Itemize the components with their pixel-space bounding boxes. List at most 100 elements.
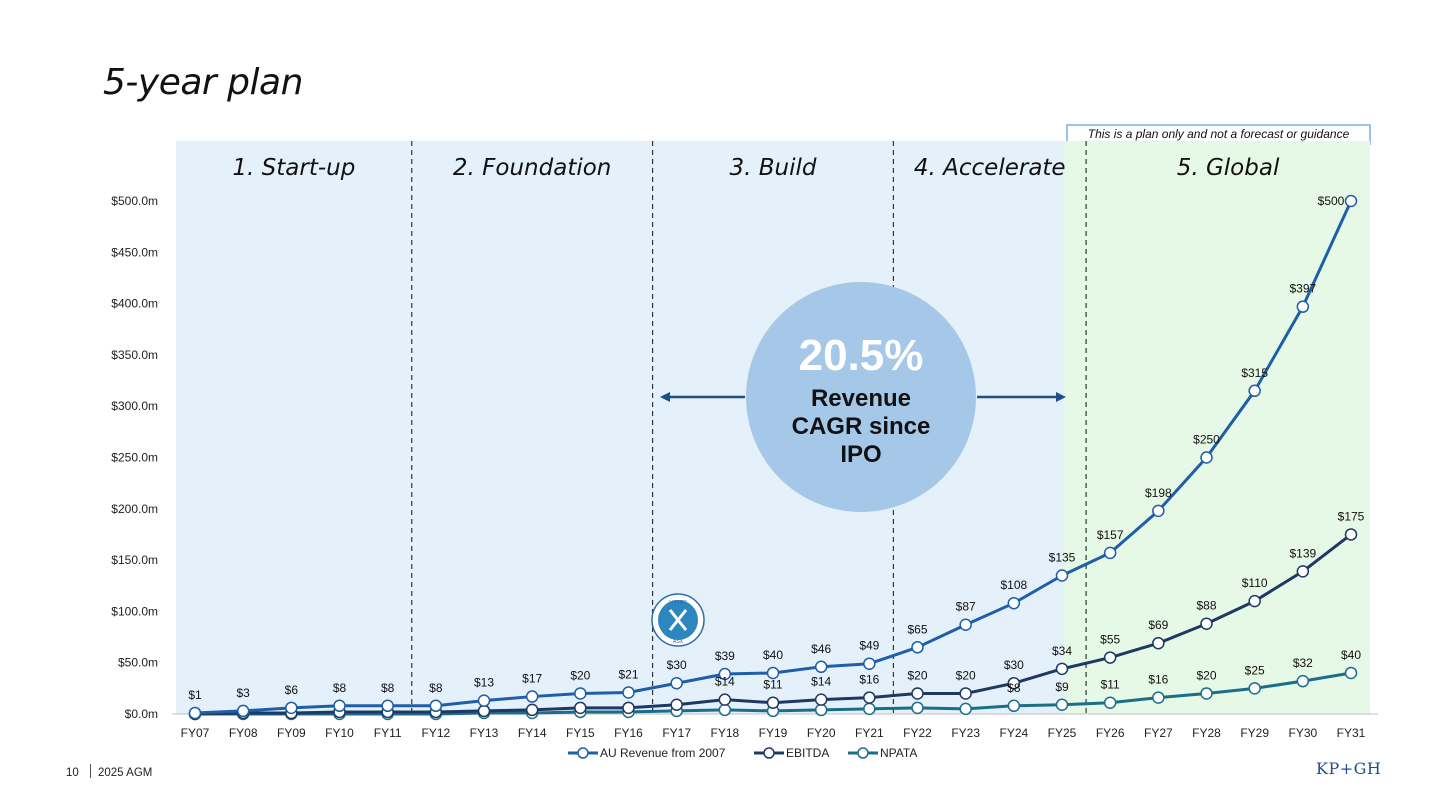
data-label-ebitda: $139 — [1289, 546, 1316, 560]
data-label-revenue: $108 — [1000, 578, 1027, 592]
data-label-npata: $11 — [1101, 678, 1120, 692]
data-label-revenue: $198 — [1145, 486, 1172, 500]
x-tick-label: FY22 — [903, 726, 932, 740]
point-ebitda — [718, 693, 732, 706]
data-label-revenue: $8 — [381, 681, 395, 695]
x-tick-label: FY19 — [759, 726, 788, 740]
point-ebitda — [1296, 565, 1310, 578]
data-label-revenue: $1 — [188, 688, 202, 702]
y-tick-label: $450.0m — [111, 245, 158, 259]
point-npata — [1007, 699, 1021, 713]
point-ebitda — [766, 696, 780, 709]
y-tick-label: $250.0m — [111, 451, 158, 465]
point-npata — [814, 703, 828, 717]
data-label-ebitda: $14 — [811, 675, 831, 689]
point-npata — [1152, 691, 1165, 704]
x-tick-label: FY25 — [1048, 726, 1077, 740]
y-tick-label: $400.0m — [111, 297, 158, 311]
cagr-bubble — [746, 282, 976, 512]
legend-label: NPATA — [880, 746, 917, 760]
data-label-ebitda: $14 — [715, 675, 735, 689]
data-label-npata: $20 — [1196, 668, 1216, 682]
asx-listed-badge: LISTED ASX — [651, 593, 705, 647]
brand-logo: KP+GH — [1316, 759, 1382, 778]
data-label-ebitda: $110 — [1242, 576, 1268, 590]
footer-event-name: 2025 AGM — [98, 767, 153, 779]
data-label-ebitda: $20 — [956, 668, 976, 682]
point-revenue — [477, 694, 491, 707]
point-npata — [1296, 674, 1310, 688]
x-tick-label: FY07 — [181, 726, 210, 740]
y-tick-label: $500.0m — [111, 194, 158, 208]
point-ebitda — [1152, 636, 1165, 650]
point-revenue — [285, 701, 298, 715]
data-label-ebitda: $34 — [1052, 644, 1072, 658]
point-revenue — [911, 641, 924, 654]
point-revenue — [1055, 569, 1069, 582]
point-npata — [1200, 687, 1213, 700]
point-revenue — [525, 690, 539, 703]
point-ebitda — [1248, 594, 1261, 608]
point-ebitda — [959, 687, 972, 700]
phase-label: 5. Global — [1177, 155, 1280, 181]
x-tick-label: FY16 — [614, 726, 643, 740]
point-ebitda — [1103, 651, 1117, 664]
x-tick-label: FY08 — [229, 726, 258, 740]
x-tick-label: FY18 — [710, 726, 739, 740]
data-label-npata: $8 — [1007, 681, 1021, 695]
y-tick-label: $50.0m — [118, 656, 158, 670]
point-ebitda — [670, 698, 683, 712]
x-tick-label: FY11 — [374, 726, 402, 740]
data-label-revenue: $40 — [763, 648, 783, 662]
point-ebitda — [622, 701, 635, 715]
x-tick-label: FY17 — [662, 726, 691, 740]
point-revenue — [1200, 451, 1213, 464]
x-tick-label: FY31 — [1337, 726, 1366, 740]
x-tick-label: FY13 — [470, 726, 499, 740]
data-label-revenue: $49 — [859, 639, 879, 653]
page-title: 5-year plan — [103, 62, 303, 103]
x-tick-label: FY27 — [1144, 726, 1173, 740]
y-tick-label: $300.0m — [111, 399, 158, 413]
phase-label: 1. Start-up — [232, 155, 355, 181]
data-label-revenue: $17 — [522, 672, 542, 686]
x-tick-label: FY10 — [325, 726, 354, 740]
asx-badge-top-text: LISTED — [669, 600, 687, 606]
x-tick-label: FY26 — [1096, 726, 1125, 740]
legend-swatch-marker — [763, 747, 775, 759]
data-label-revenue: $3 — [236, 686, 250, 700]
data-label-npata: $40 — [1341, 648, 1361, 662]
legend-swatch-marker — [857, 747, 869, 759]
x-tick-label: FY24 — [999, 726, 1028, 740]
y-tick-label: $100.0m — [111, 604, 158, 618]
point-revenue — [670, 676, 683, 690]
data-label-ebitda: $11 — [763, 678, 782, 692]
data-label-npata: $25 — [1245, 663, 1265, 677]
point-revenue — [718, 667, 732, 681]
point-ebitda — [1055, 662, 1069, 676]
x-tick-label: FY09 — [277, 726, 306, 740]
cagr-value: 20.5% — [799, 331, 924, 380]
legend-swatch-marker — [577, 747, 589, 759]
point-revenue — [622, 686, 635, 699]
point-revenue — [959, 618, 972, 631]
data-label-revenue: $21 — [618, 667, 638, 681]
phase-label: 3. Build — [730, 155, 817, 181]
x-tick-label: FY28 — [1192, 726, 1221, 740]
y-tick-label: $200.0m — [111, 502, 158, 516]
point-ebitda — [911, 687, 924, 700]
point-revenue — [236, 704, 250, 718]
point-revenue — [1248, 384, 1261, 398]
legend-label: EBITDA — [786, 746, 829, 760]
point-revenue — [1344, 194, 1358, 208]
data-label-revenue: $315 — [1241, 366, 1268, 380]
data-label-revenue: $13 — [474, 676, 494, 690]
point-ebitda — [814, 693, 828, 706]
point-ebitda — [574, 701, 587, 715]
footer-separator — [90, 764, 91, 778]
point-npata — [911, 701, 924, 715]
data-label-revenue: $8 — [333, 681, 347, 695]
cagr-label-line-2: CAGR since — [792, 413, 931, 440]
phase-label: 4. Accelerate — [914, 155, 1066, 181]
point-revenue — [1152, 504, 1165, 518]
